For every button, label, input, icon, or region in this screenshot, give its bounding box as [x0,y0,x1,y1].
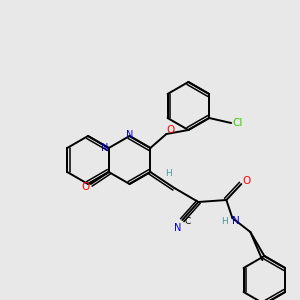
Text: Cl: Cl [232,118,242,128]
Text: N: N [126,130,133,140]
Text: O: O [166,125,175,135]
Text: O: O [242,176,250,186]
Text: N: N [174,223,181,233]
Text: N: N [101,143,109,153]
Text: C: C [184,217,190,226]
Text: N: N [232,216,240,226]
Text: H: H [221,217,228,226]
Text: O: O [82,182,90,192]
Text: H: H [165,169,172,178]
